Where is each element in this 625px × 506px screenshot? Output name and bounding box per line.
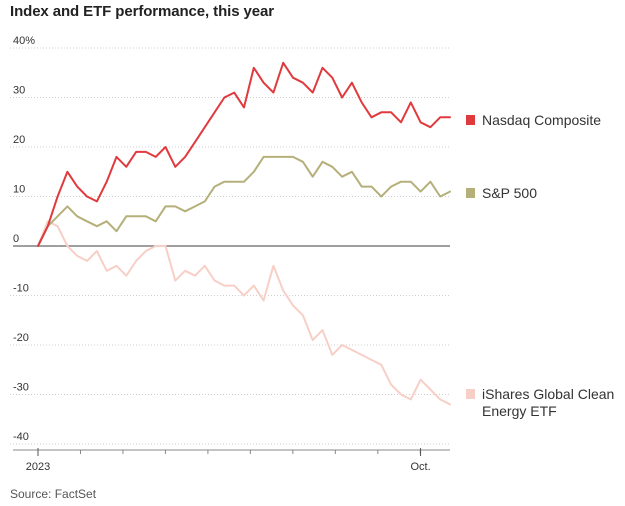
y-tick-label: 0 — [13, 233, 19, 245]
y-tick-label: -10 — [13, 283, 29, 295]
y-tick-label: 40% — [13, 35, 35, 47]
gridlines — [10, 47, 450, 445]
series-lines — [37, 61, 451, 406]
legend-label: iShares Global Clean Energy ETF — [482, 386, 614, 419]
series-line-s-p-500 — [37, 155, 451, 247]
x-tick-label: Oct. — [410, 461, 430, 473]
legend-swatch — [466, 115, 475, 125]
series-line-ishares-global-clean-energy-etf — [37, 220, 451, 406]
x-tick-label: 2023 — [26, 461, 50, 473]
y-tick-label: -20 — [13, 332, 29, 344]
series-line-nasdaq-composite — [37, 61, 451, 247]
legend-swatch — [466, 389, 475, 399]
legend-label: Nasdaq Composite — [482, 112, 601, 128]
chart-title: Index and ETF performance, this year — [10, 3, 274, 20]
legend-swatch — [466, 188, 475, 198]
y-tick-label: 20 — [13, 134, 25, 146]
x-axis: 2023 Oct. — [13, 448, 450, 473]
y-tick-label: -30 — [13, 382, 29, 394]
y-tick-label: 30 — [13, 85, 25, 97]
y-axis: 40% 30 20 10 0 -10 -20 -30 -40 — [13, 35, 35, 443]
legend-label: S&P 500 — [482, 185, 537, 201]
y-tick-label: 10 — [13, 184, 25, 196]
source-note: Source: FactSet — [10, 487, 97, 501]
legend: Nasdaq Composite S&P 500 iShares Global Cl… — [466, 112, 614, 419]
y-tick-label: -40 — [13, 431, 29, 443]
